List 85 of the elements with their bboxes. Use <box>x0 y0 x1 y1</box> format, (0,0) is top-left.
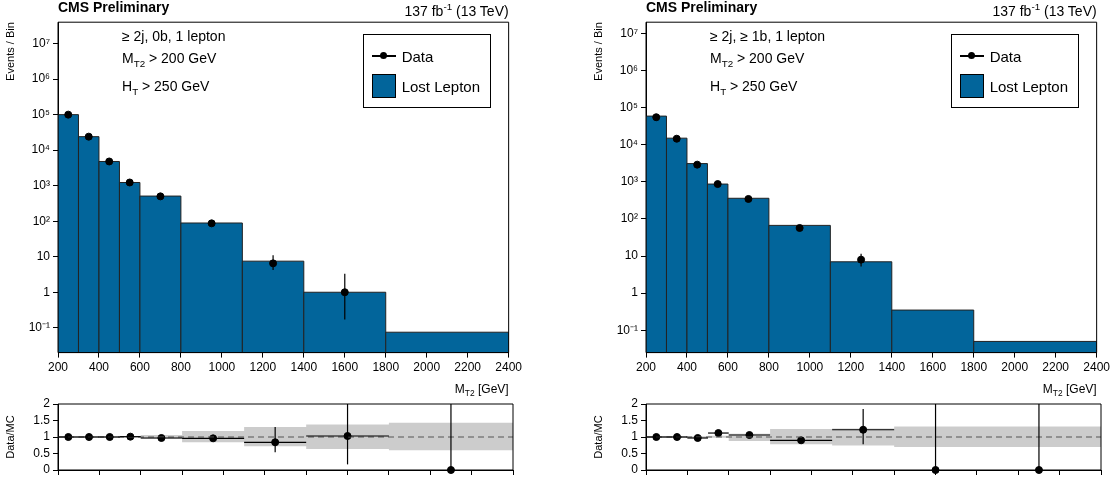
y-tick-label: 10⁻¹ <box>616 322 638 337</box>
point <box>105 157 114 166</box>
annotation: M$_{T2}$ > 200 GeV <box>710 49 806 71</box>
y-tick-label: 0 <box>631 462 639 477</box>
point <box>744 194 753 203</box>
y-tick-label: 10³ <box>620 174 638 189</box>
x-tick-label: 2000 <box>413 360 441 375</box>
x-tick-label: 1400 <box>878 360 906 375</box>
point <box>340 288 349 297</box>
y-tick-label: 2 <box>631 396 639 411</box>
y-tick-label: 1 <box>43 429 51 444</box>
y-tick-label: 10⁷ <box>32 35 50 50</box>
y-tick-label: 1 <box>631 285 639 300</box>
y-tick-label: 1 <box>631 429 639 444</box>
x-tick-label: 2400 <box>495 360 523 375</box>
x-tick-label: 1000 <box>208 360 236 375</box>
y-tick-label: 10⁵ <box>619 99 639 114</box>
legend-label: Data <box>401 47 434 65</box>
x-tick-label: 2200 <box>454 360 482 375</box>
point <box>672 134 681 143</box>
x-tick-label: 600 <box>129 360 151 375</box>
y-tick-label: 0 <box>43 462 51 477</box>
x-tick-label: 600 <box>717 360 739 375</box>
legend-label: Lost Lepton <box>989 77 1069 95</box>
annotation: H$_{T}$ > 250 GeV <box>122 77 211 99</box>
point <box>64 110 73 119</box>
annotation: H$_{T}$ > 250 GeV <box>710 77 799 99</box>
x-tick-label: 1400 <box>290 360 318 375</box>
y-tick-label: 1 <box>43 284 51 299</box>
x-tick-label: 2400 <box>1083 360 1111 375</box>
x-tick-label: 800 <box>758 360 780 375</box>
y-tick-label: 1.5 <box>33 412 51 427</box>
x-tick-label: 400 <box>88 360 110 375</box>
point <box>652 113 661 122</box>
x-tick-label: 1600 <box>331 360 359 375</box>
point <box>207 219 216 228</box>
point <box>84 132 93 141</box>
legend-label: Lost Lepton <box>401 77 481 95</box>
y-tick-label: 10² <box>32 213 50 228</box>
y-tick-label: 1.5 <box>621 412 639 427</box>
y-tick-label: 10 <box>624 248 639 263</box>
annotation: M$_{T2}$ > 200 GeV <box>122 49 218 71</box>
x-tick-label: 800 <box>170 360 192 375</box>
y-tick-label: 10⁵ <box>31 106 51 121</box>
legend-label: Data <box>989 47 1022 65</box>
y-tick-label: 10⁴ <box>31 142 50 157</box>
x-tick-label: 1800 <box>960 360 988 375</box>
y-axis-title: Data/MC <box>3 415 16 459</box>
y-tick-label: 10² <box>620 211 638 226</box>
chart-title: CMS Preliminary <box>58 0 170 17</box>
annotation: ≥ 2j, ≥ 1b, 1 lepton <box>710 27 825 47</box>
y-tick-label: 10⁷ <box>620 25 638 40</box>
y-tick-label: 10⁶ <box>31 71 51 86</box>
point <box>693 160 702 169</box>
y-tick-label: 10⁴ <box>619 137 638 152</box>
point <box>125 178 134 187</box>
x-tick-label: 200 <box>47 360 69 375</box>
point <box>156 192 165 201</box>
x-axis-title: M$_{T2}$ [GeV] <box>1042 382 1097 399</box>
y-axis-title: Data/MC <box>591 415 604 459</box>
chart-subtitle: 137 fb$^{-1}$ (13 TeV) <box>992 0 1097 19</box>
x-tick-label: 1800 <box>372 360 400 375</box>
y-axis-title: Events / Bin <box>591 22 604 81</box>
x-axis-title: M$_{T2}$ [GeV] <box>454 382 509 399</box>
x-tick-label: 1000 <box>796 360 824 375</box>
y-axis-title: Events / Bin <box>3 22 16 81</box>
x-tick-label: 400 <box>676 360 698 375</box>
x-tick-label: 1200 <box>837 360 865 375</box>
y-tick-label: 10⁶ <box>619 62 639 77</box>
y-tick-label: 2 <box>43 396 51 411</box>
point <box>713 180 722 189</box>
x-tick-label: 2200 <box>1042 360 1070 375</box>
y-tick-label: 10³ <box>32 177 50 192</box>
x-tick-label: 2000 <box>1001 360 1029 375</box>
chart-subtitle: 137 fb$^{-1}$ (13 TeV) <box>404 0 509 19</box>
y-tick-label: 10 <box>36 249 51 264</box>
chart-title: CMS Preliminary <box>646 0 758 17</box>
annotation: ≥ 2j, 0b, 1 lepton <box>122 27 226 47</box>
y-tick-label: 10⁻¹ <box>28 320 50 335</box>
point <box>795 223 804 232</box>
x-tick-label: 1200 <box>249 360 277 375</box>
y-tick-label: 0.5 <box>33 445 51 460</box>
x-tick-label: 200 <box>635 360 657 375</box>
x-tick-label: 1600 <box>919 360 947 375</box>
y-tick-label: 0.5 <box>621 445 639 460</box>
